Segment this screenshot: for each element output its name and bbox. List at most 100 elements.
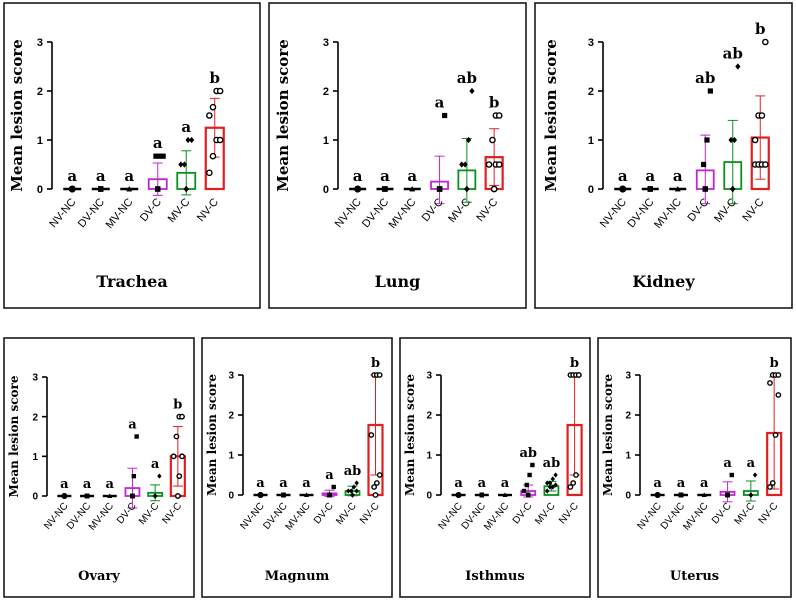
significance-letter: a <box>673 167 683 185</box>
significance-letter: a <box>96 167 106 185</box>
data-point <box>173 433 180 440</box>
data-point <box>372 492 379 498</box>
significance-letter: a <box>106 477 115 492</box>
y-axis-title: Mean lesion score <box>7 375 21 497</box>
data-point <box>495 112 503 119</box>
panel-frame <box>268 2 527 309</box>
data-point <box>382 186 388 192</box>
y-axis-title: Mean lesion score <box>205 374 219 496</box>
significance-letter: ab <box>519 446 537 461</box>
data-point <box>751 136 759 144</box>
data-point <box>735 63 741 70</box>
data-point <box>704 137 710 143</box>
data-point <box>131 473 137 479</box>
data-point <box>526 492 531 498</box>
y-tick-label: 2 <box>228 411 234 422</box>
significance-letter: a <box>407 167 417 185</box>
data-point <box>654 492 661 498</box>
significance-letter: a <box>153 134 163 152</box>
data-point <box>462 161 468 168</box>
significance-letter: b <box>371 356 380 371</box>
data-point <box>767 484 773 490</box>
significance-letter: a <box>67 167 77 185</box>
significance-letter: a <box>60 477 69 492</box>
data-point <box>376 472 383 478</box>
data-point <box>178 161 184 168</box>
significance-letter: a <box>151 457 160 472</box>
significance-letter: b <box>755 20 766 38</box>
significance-letter: ab <box>543 456 561 471</box>
data-point <box>731 136 738 144</box>
data-point <box>348 488 354 494</box>
data-point <box>442 112 448 119</box>
data-point <box>702 186 708 192</box>
y-tick-label: 1 <box>228 451 234 462</box>
data-point <box>762 38 769 46</box>
data-point <box>436 186 443 192</box>
data-point <box>354 488 359 494</box>
significance-letter: b <box>570 356 579 371</box>
significance-letter: a <box>645 167 655 185</box>
data-point <box>134 434 139 439</box>
panel-title: Isthmus <box>465 569 524 584</box>
y-tick-label: 1 <box>625 451 631 462</box>
data-point <box>700 161 707 168</box>
data-point <box>209 152 217 160</box>
data-point <box>257 492 264 498</box>
data-point <box>485 161 493 168</box>
significance-letter: ab <box>695 69 715 87</box>
data-point <box>545 480 550 486</box>
data-point <box>304 492 309 497</box>
data-point <box>767 380 773 386</box>
panel-frame <box>597 337 792 598</box>
data-point <box>489 136 496 144</box>
data-point <box>762 161 769 168</box>
significance-letter: a <box>279 476 288 491</box>
y-tick-label: 0 <box>426 491 432 502</box>
data-point <box>409 186 415 192</box>
y-tick-label: 2 <box>426 411 432 422</box>
data-point <box>185 136 191 144</box>
data-point <box>678 492 684 498</box>
data-point <box>752 472 758 478</box>
y-tick-label: 2 <box>32 412 38 423</box>
panel-frame <box>534 2 793 309</box>
data-point <box>495 161 503 168</box>
panel-title: Ovary <box>78 569 120 584</box>
data-point <box>775 392 782 398</box>
significance-letter: b <box>489 94 500 112</box>
data-point <box>573 472 579 478</box>
significance-letter: a <box>700 476 709 491</box>
significance-letter: ab <box>344 464 362 479</box>
significance-letter: a <box>478 476 487 491</box>
data-point <box>527 472 532 478</box>
data-point <box>183 185 189 193</box>
data-point <box>216 87 224 95</box>
y-tick-label: 1 <box>426 451 432 462</box>
data-point <box>209 103 217 111</box>
data-point <box>502 492 508 497</box>
data-point <box>84 493 90 499</box>
data-point <box>547 480 553 486</box>
significance-letter: b <box>173 398 182 413</box>
data-point <box>156 153 163 159</box>
significance-letter: a <box>124 167 134 185</box>
panel-title: Uterus <box>670 569 719 584</box>
panel-title: Kidney <box>632 272 695 291</box>
data-point <box>346 488 351 494</box>
data-point <box>373 480 380 486</box>
y-tick-label: 0 <box>37 184 43 196</box>
significance-letter: ab <box>457 69 477 87</box>
data-point <box>153 153 159 159</box>
y-axis-title: Mean lesion score <box>601 374 615 496</box>
y-axis-title: Mean lesion score <box>274 39 292 192</box>
data-point <box>758 112 766 119</box>
data-point <box>368 432 375 438</box>
significance-letter: b <box>770 356 779 371</box>
data-point <box>152 493 158 499</box>
data-point <box>376 372 383 378</box>
